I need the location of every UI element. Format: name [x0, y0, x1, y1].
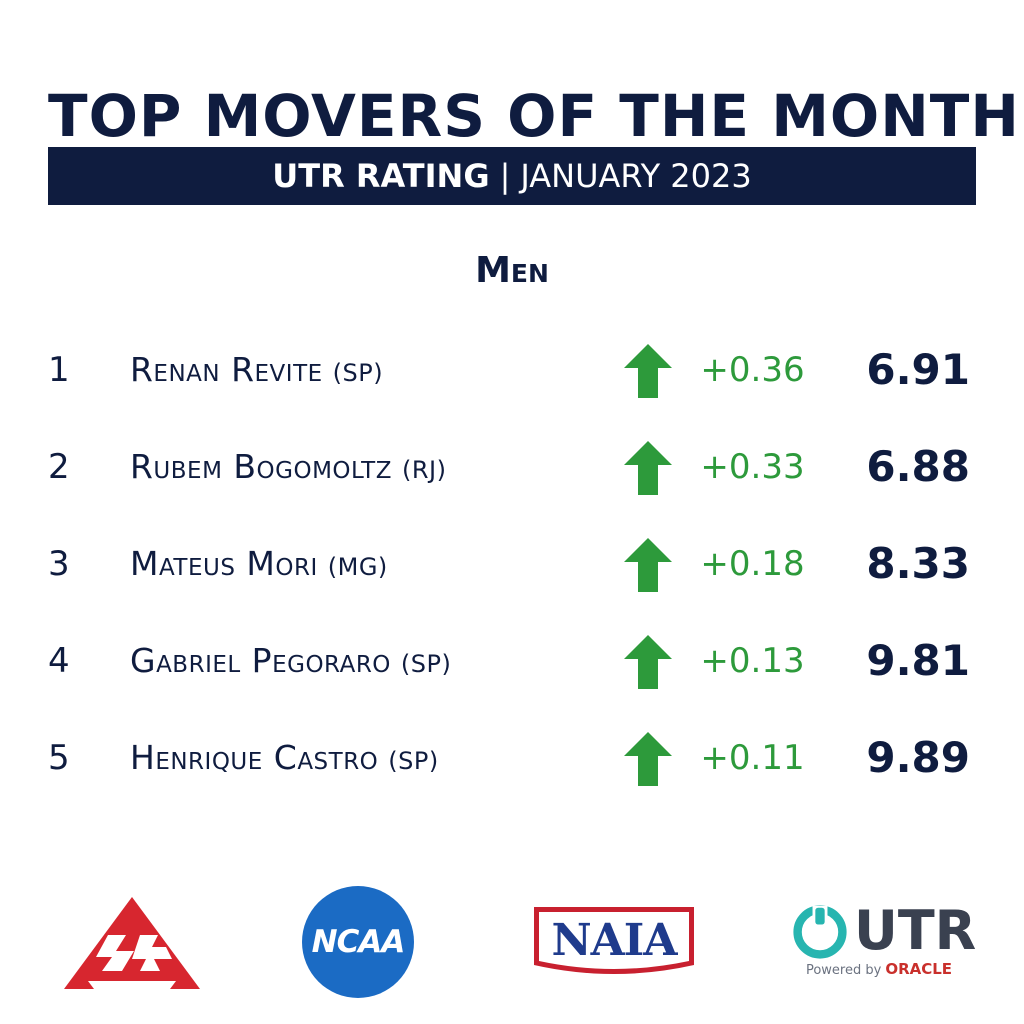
utr-rating: 6.88	[866, 442, 970, 491]
arrow-up-icon	[624, 344, 672, 398]
utr-rating: 9.81	[866, 636, 970, 685]
subtitle-date: JANUARY 2023	[520, 157, 752, 195]
table-row: 5 Henrique Castro (SP) +0.11 9.89	[0, 728, 1024, 788]
table-row: 2 Rubem Bogomoltz (RJ) +0.33 6.88	[0, 437, 1024, 497]
section-title: Men	[475, 250, 549, 291]
ncaa-circle-icon	[302, 886, 414, 998]
ncaa-logo: NCAA	[302, 886, 414, 998]
subtitle-bold: UTR RATING	[272, 157, 490, 195]
ncaa-wordmark: NCAA	[311, 924, 406, 960]
player-name-text: Henrique Castro	[130, 738, 379, 777]
player-name: Renan Revite (SP)	[130, 340, 383, 400]
utr-ring-icon	[793, 905, 847, 959]
player-name-text: Renan Revite	[130, 350, 323, 389]
subtitle-banner: UTR RATING | JANUARY 2023	[48, 147, 976, 205]
naia-banner-icon	[534, 907, 694, 974]
utr-logo: UTR Powered by ORACLE	[790, 900, 976, 980]
rating-change: +0.11	[700, 738, 805, 778]
utr-rating: 9.89	[866, 733, 970, 782]
utr-rating: 6.91	[866, 345, 970, 394]
player-state: (RJ)	[401, 456, 447, 484]
rank: 2	[48, 447, 70, 487]
utr-powered-by: Powered by ORACLE	[790, 960, 968, 978]
player-name: Mateus Mori (MG)	[130, 534, 388, 594]
table-row: 1 Renan Revite (SP) +0.36 6.91	[0, 340, 1024, 400]
player-name: Rubem Bogomoltz (RJ)	[130, 437, 446, 497]
arrow-up-icon	[624, 441, 672, 495]
naia-wordmark: NAIA	[551, 915, 677, 966]
rank: 3	[48, 544, 70, 584]
table-row: 3 Mateus Mori (MG) +0.18 8.33	[0, 534, 1024, 594]
player-name-text: Gabriel Pegoraro	[130, 641, 391, 680]
rating-change: +0.18	[700, 544, 805, 584]
csa-logo	[62, 895, 202, 991]
rank: 1	[48, 350, 70, 390]
player-name-text: Rubem Bogomoltz	[130, 447, 392, 486]
csa-mark-icon	[64, 897, 200, 989]
naia-logo: NAIA	[532, 905, 696, 977]
rank: 4	[48, 641, 70, 681]
subtitle-separator: |	[499, 157, 511, 195]
rank: 5	[48, 738, 70, 778]
utr-wordmark: UTR	[854, 899, 977, 962]
player-state: (MG)	[327, 553, 388, 581]
player-name-text: Mateus Mori	[130, 544, 318, 583]
powered-by-text: Powered by	[805, 963, 882, 978]
utr-rating: 8.33	[866, 539, 970, 588]
player-state: (SP)	[332, 359, 384, 387]
player-state: (SP)	[400, 650, 452, 678]
rating-change: +0.33	[700, 447, 805, 487]
page-title: TOP MOVERS OF THE MONTH	[48, 82, 1020, 150]
player-name: Henrique Castro (SP)	[130, 728, 439, 788]
rating-change: +0.13	[700, 641, 805, 681]
player-name: Gabriel Pegoraro (SP)	[130, 631, 451, 691]
arrow-up-icon	[624, 732, 672, 786]
table-row: 4 Gabriel Pegoraro (SP) +0.13 9.81	[0, 631, 1024, 691]
oracle-wordmark: ORACLE	[885, 960, 953, 978]
arrow-up-icon	[624, 538, 672, 592]
arrow-up-icon	[624, 635, 672, 689]
rating-change: +0.36	[700, 350, 805, 390]
player-state: (SP)	[388, 747, 439, 775]
